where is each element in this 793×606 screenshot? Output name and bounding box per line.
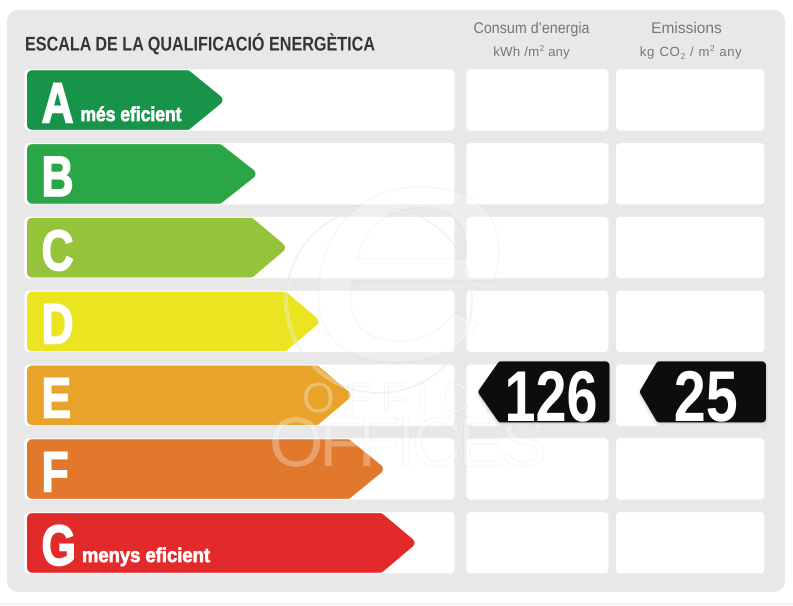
svg-text:126: 126 xyxy=(505,357,598,437)
svg-text:kg CO2 / m2 any: kg CO2 / m2 any xyxy=(640,43,742,61)
svg-text:A: A xyxy=(42,71,74,135)
svg-text:25: 25 xyxy=(674,357,738,437)
svg-text:D: D xyxy=(42,293,74,357)
svg-text:més eficient: més eficient xyxy=(81,104,182,126)
svg-text:menys eficient: menys eficient xyxy=(82,545,210,567)
svg-text:C: C xyxy=(42,219,74,283)
svg-text:G: G xyxy=(42,514,77,578)
svg-text:F: F xyxy=(42,440,69,504)
svg-text:Emissions: Emissions xyxy=(651,20,722,37)
svg-text:Consum d’energia: Consum d’energia xyxy=(474,20,590,37)
svg-text:kWh /m2 any: kWh /m2 any xyxy=(493,43,570,59)
svg-text:B: B xyxy=(42,145,74,209)
svg-text:e: e xyxy=(306,69,512,427)
svg-text:ESCALA DE LA QUALIFICACIÓ ENER: ESCALA DE LA QUALIFICACIÓ ENERGÈTICA xyxy=(25,33,375,56)
svg-text:E: E xyxy=(42,367,72,431)
